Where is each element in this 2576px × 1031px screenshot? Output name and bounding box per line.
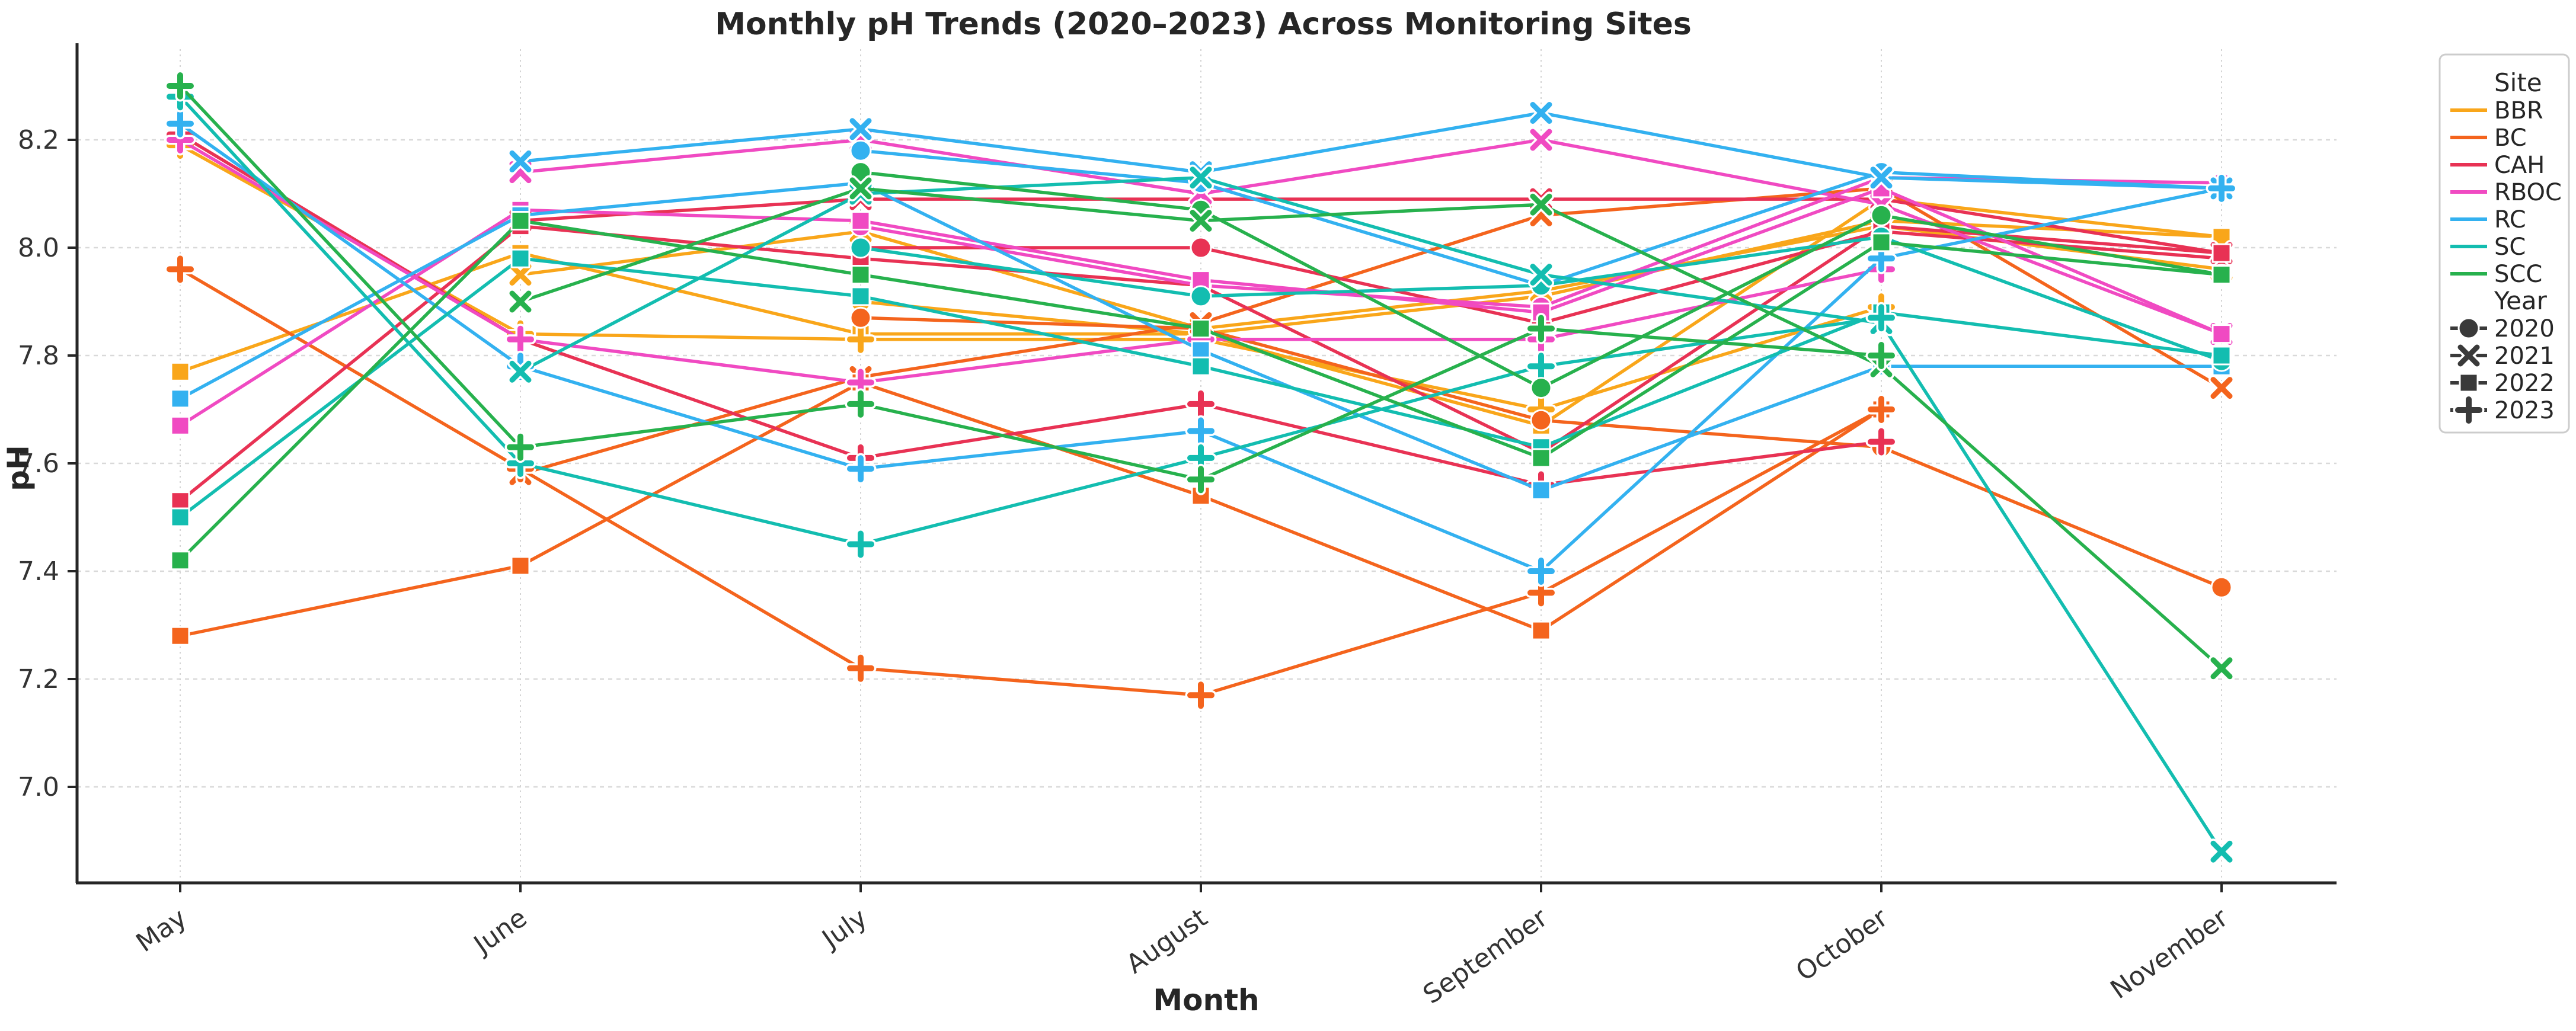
series-SCC-2021 [507,175,2235,681]
x-tick-label: June [467,902,532,960]
y-tick-label: 7.8 [18,341,59,371]
x-tick-label: November [2105,902,2234,1006]
legend-site-label-BBR: BBR [2494,97,2543,124]
legend-site-title: Site [2494,68,2542,97]
data-series [164,70,2238,865]
y-tick-label: 7.2 [18,664,59,694]
series-SC-2020 [849,226,2233,372]
legend-year-label-2022: 2022 [2494,370,2555,397]
legend-year-title: Year [2494,286,2548,315]
y-tick-label: 8.2 [18,125,59,155]
legend-site-label-SCC: SCC [2494,261,2542,288]
x-axis-title: Month [1153,983,1259,1017]
legend-year-label-2020: 2020 [2494,315,2555,342]
legend-year-item-2020 [2450,317,2487,340]
y-tick-label: 7.4 [18,556,59,587]
legend-year-item-2023 [2450,394,2487,426]
axes: 7.0 7.2 7.4 7.6 7.8 8.0 8.2 May June July August Se… [18,43,2337,1010]
legend-year-label-2023: 2023 [2494,397,2555,424]
chart-title: Monthly pH Trends (2020–2023) Across Mon… [715,7,1692,42]
x-tick-label: August [1121,902,1213,979]
legend: SiteBBRBCCAHRBOCRCSCSCCYear2020202120222… [2438,53,2570,434]
y-tick-label: 7.0 [18,772,59,802]
legend-site-label-BC: BC [2494,124,2527,152]
y-tick-label: 7.6 [18,449,59,479]
x-tick-label: October [1791,902,1894,987]
legend-year-label-2021: 2021 [2494,342,2555,370]
x-tick-label: May [131,902,193,958]
x-tick-label: September [1418,902,1554,1010]
series-SC-2021 [507,164,2235,865]
y-tick-label: 8.0 [18,233,59,263]
series-RC-2021 [507,100,2235,201]
series-BC-2022 [170,373,1891,646]
series-BC-2023 [164,253,1897,711]
legend-site-label-CAH: CAH [2494,152,2545,179]
legend-year-item-2021 [2450,342,2487,369]
legend-site-label-SC: SC [2494,233,2526,261]
y-axis-title: pH [1,445,36,491]
legend-site-label-RC: RC [2494,206,2526,233]
legend-site-label-RBOC: RBOC [2494,179,2562,206]
legend-year-item-2022 [2450,373,2487,393]
series-SCC-2022 [170,211,2232,571]
series-SCC-2023 [164,70,1897,495]
x-tick-label: July [816,902,873,955]
